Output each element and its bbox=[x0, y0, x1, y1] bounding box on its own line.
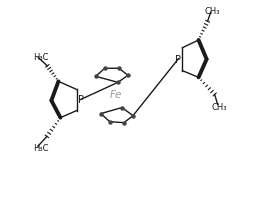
Text: H₃C: H₃C bbox=[33, 143, 48, 152]
Text: P: P bbox=[77, 95, 84, 105]
Text: CH₃: CH₃ bbox=[212, 103, 228, 112]
Text: Fe: Fe bbox=[110, 90, 122, 100]
Text: CH₃: CH₃ bbox=[205, 7, 220, 16]
Text: H₃C: H₃C bbox=[33, 53, 49, 62]
Text: P: P bbox=[176, 55, 181, 64]
